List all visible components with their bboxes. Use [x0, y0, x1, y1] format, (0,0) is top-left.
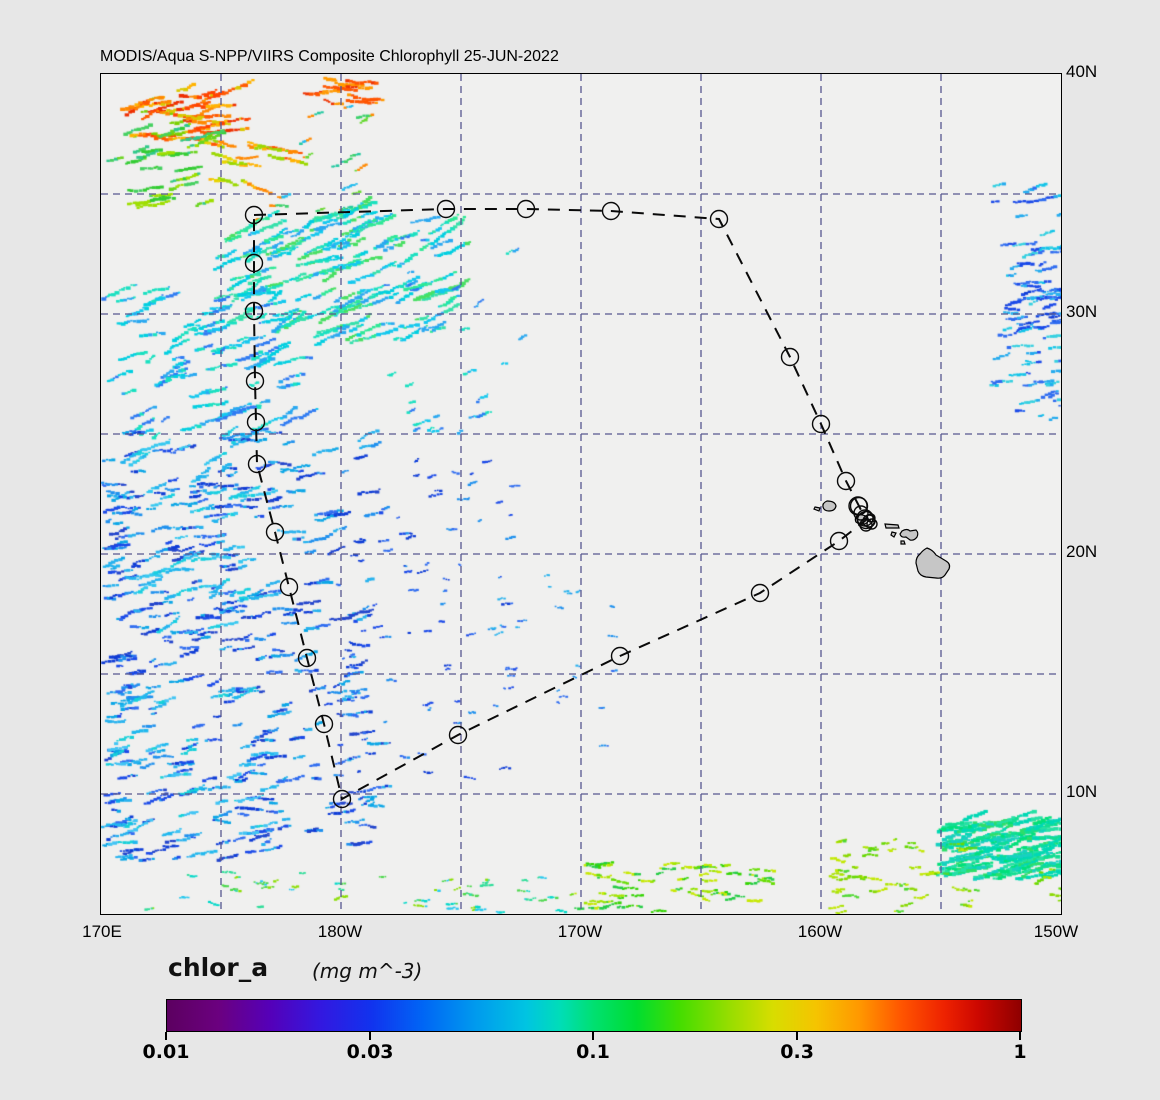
lat-label-10N: 10N	[1066, 782, 1098, 801]
lon-label-150W: 150W	[1033, 922, 1079, 941]
station-cluster-marker	[859, 518, 873, 532]
waypoint-marker	[244, 301, 264, 321]
waypoint-marker	[829, 531, 849, 551]
waypoint-marker	[247, 454, 267, 474]
waypoint-marker	[436, 199, 456, 219]
waypoint-marker	[750, 583, 770, 603]
colorbar-ticklabel-1: 1	[1013, 1041, 1027, 1063]
island-molokai	[884, 523, 900, 529]
island-lanai	[890, 531, 897, 538]
map-title: MODIS/Aqua S-NPP/VIIRS Composite Chlorop…	[100, 48, 559, 65]
island-maui	[899, 528, 919, 541]
waypoint-marker	[332, 789, 352, 809]
colorbar-variable-label: chlor_a	[168, 953, 269, 982]
waypoint-marker	[244, 253, 264, 273]
colorbar-ticklabel-0.03: 0.03	[346, 1041, 394, 1063]
colorbar-units-label: (mg m^-3)	[312, 959, 423, 983]
island-niihau	[813, 506, 821, 512]
lon-label-170E: 170E	[82, 922, 122, 941]
waypoint-marker	[244, 205, 264, 225]
waypoint-marker	[601, 201, 621, 221]
colorbar-gradient	[166, 999, 1022, 1032]
waypoint-marker	[245, 371, 265, 391]
waypoint-marker	[610, 646, 630, 666]
colorbar-tick	[1019, 1032, 1021, 1040]
waypoint-marker	[448, 725, 468, 745]
waypoint-marker	[297, 648, 317, 668]
lon-label-170W: 170W	[557, 922, 603, 941]
colorbar-ticklabel-0.1: 0.1	[576, 1041, 610, 1063]
map-overlay	[101, 74, 1061, 914]
station-cluster-marker	[866, 518, 878, 530]
colorbar-ticklabel-0.3: 0.3	[780, 1041, 814, 1063]
waypoint-marker	[279, 577, 299, 597]
waypoint-marker	[780, 347, 800, 367]
station-cluster-marker	[866, 513, 876, 523]
colorbar-tick	[592, 1032, 594, 1040]
colorbar-tick	[796, 1032, 799, 1040]
island-kauai	[822, 500, 837, 512]
lat-label-30N: 30N	[1066, 302, 1098, 321]
waypoint-marker	[516, 199, 536, 219]
waypoint-marker	[709, 209, 729, 229]
waypoint-marker	[265, 522, 285, 542]
waypoint-marker	[811, 414, 831, 434]
colorbar-tick	[165, 1032, 167, 1040]
waypoint-marker	[246, 412, 266, 432]
island-kahoolawe	[900, 540, 906, 545]
lat-label-40N: 40N	[1066, 62, 1098, 81]
lat-label-20N: 20N	[1066, 542, 1098, 561]
lon-label-180W: 180W	[317, 922, 363, 941]
waypoint-marker	[836, 471, 856, 491]
map-plot-area	[100, 73, 1062, 915]
lon-label-160W: 160W	[797, 922, 843, 941]
ship-track	[253, 208, 868, 801]
colorbar-tick	[369, 1032, 372, 1040]
island-hawaii	[915, 547, 951, 579]
station-cluster-marker	[853, 505, 869, 521]
colorbar-ticklabel-0.01: 0.01	[142, 1041, 190, 1063]
waypoint-marker	[314, 714, 334, 734]
